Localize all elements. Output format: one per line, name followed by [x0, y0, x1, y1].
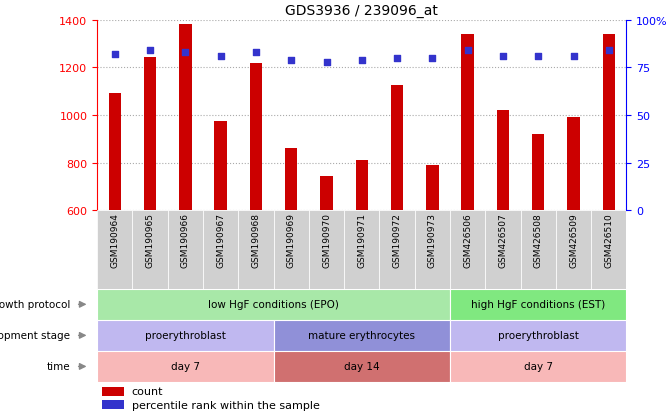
Bar — [521, 211, 556, 289]
Bar — [450, 211, 485, 289]
Text: GSM426508: GSM426508 — [534, 213, 543, 268]
Bar — [462, 35, 474, 211]
Bar — [591, 211, 626, 289]
Point — [180, 50, 191, 56]
Bar — [379, 211, 415, 289]
Text: day 14: day 14 — [344, 361, 380, 372]
Bar — [602, 35, 615, 211]
Bar — [168, 211, 203, 289]
Point — [604, 48, 614, 55]
Bar — [532, 135, 545, 211]
Title: GDS3936 / 239096_at: GDS3936 / 239096_at — [285, 4, 438, 18]
Bar — [567, 118, 580, 211]
Bar — [103, 387, 124, 396]
Bar — [250, 63, 262, 211]
Point — [462, 48, 473, 55]
Bar — [273, 320, 450, 351]
Text: GSM190969: GSM190969 — [287, 213, 295, 268]
Bar — [320, 176, 333, 211]
Bar — [109, 94, 121, 211]
Text: low HgF conditions (EPO): low HgF conditions (EPO) — [208, 299, 339, 310]
Point — [286, 57, 297, 64]
Text: GSM426510: GSM426510 — [604, 213, 613, 268]
Bar — [203, 211, 239, 289]
Point — [498, 53, 509, 60]
Point — [568, 53, 579, 60]
Point — [356, 57, 367, 64]
Text: proerythroblast: proerythroblast — [145, 330, 226, 341]
Text: GSM190968: GSM190968 — [251, 213, 261, 268]
Bar — [450, 320, 626, 351]
Bar — [391, 86, 403, 211]
Bar — [344, 211, 379, 289]
Text: GSM426509: GSM426509 — [569, 213, 578, 268]
Text: GSM190971: GSM190971 — [357, 213, 366, 268]
Bar — [97, 211, 133, 289]
Text: mature erythrocytes: mature erythrocytes — [308, 330, 415, 341]
Bar — [485, 211, 521, 289]
Bar — [103, 400, 124, 409]
Bar — [214, 121, 227, 211]
Bar — [309, 211, 344, 289]
Text: GSM190966: GSM190966 — [181, 213, 190, 268]
Text: proerythroblast: proerythroblast — [498, 330, 579, 341]
Text: development stage: development stage — [0, 330, 70, 341]
Text: GSM190965: GSM190965 — [145, 213, 155, 268]
Text: percentile rank within the sample: percentile rank within the sample — [131, 400, 320, 410]
Point — [215, 53, 226, 60]
Bar — [144, 57, 156, 211]
Bar — [356, 161, 368, 211]
Text: GSM190964: GSM190964 — [111, 213, 119, 268]
Bar — [556, 211, 591, 289]
Bar — [450, 289, 626, 320]
Bar — [179, 25, 192, 211]
Point — [109, 52, 120, 58]
Text: GSM190967: GSM190967 — [216, 213, 225, 268]
Bar — [273, 351, 450, 382]
Text: growth protocol: growth protocol — [0, 299, 70, 310]
Bar — [97, 289, 450, 320]
Text: time: time — [46, 361, 70, 372]
Bar — [450, 351, 626, 382]
Bar — [496, 111, 509, 211]
Text: GSM426506: GSM426506 — [463, 213, 472, 268]
Text: day 7: day 7 — [171, 361, 200, 372]
Bar — [97, 351, 273, 382]
Point — [392, 55, 403, 62]
Bar — [285, 149, 297, 211]
Text: GSM190970: GSM190970 — [322, 213, 331, 268]
Bar — [426, 166, 439, 211]
Text: GSM426507: GSM426507 — [498, 213, 507, 268]
Text: high HgF conditions (EST): high HgF conditions (EST) — [471, 299, 606, 310]
Text: day 7: day 7 — [524, 361, 553, 372]
Bar — [133, 211, 168, 289]
Bar — [273, 211, 309, 289]
Point — [427, 55, 438, 62]
Point — [533, 53, 543, 60]
Text: count: count — [131, 386, 163, 396]
Point — [251, 50, 261, 56]
Bar — [97, 320, 273, 351]
Point — [145, 48, 155, 55]
Bar — [239, 211, 273, 289]
Text: GSM190972: GSM190972 — [393, 213, 401, 268]
Point — [321, 59, 332, 66]
Bar — [415, 211, 450, 289]
Text: GSM190973: GSM190973 — [428, 213, 437, 268]
